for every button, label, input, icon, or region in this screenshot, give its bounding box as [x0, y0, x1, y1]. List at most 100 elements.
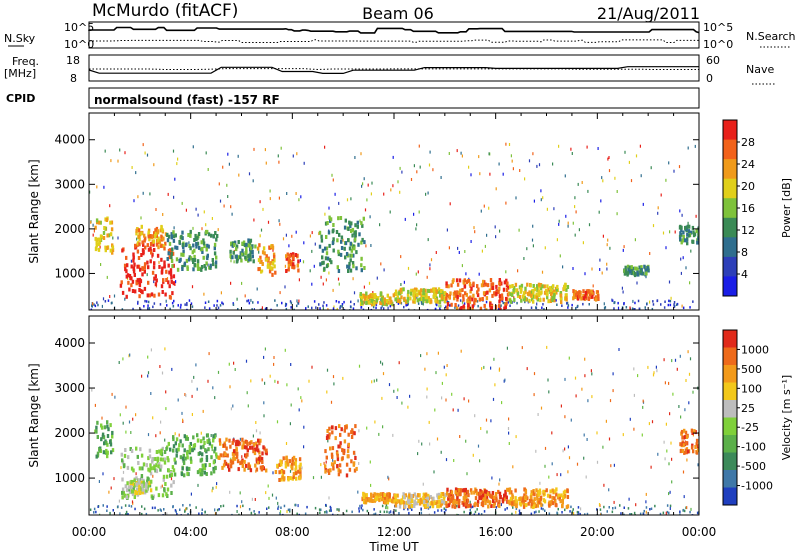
power-echo-cell [127, 280, 130, 285]
power-echo-cell [150, 292, 154, 297]
power-speckle [561, 304, 563, 307]
power-echo-cell [138, 232, 142, 237]
power-echo-cell [508, 298, 512, 303]
power-speckle [484, 244, 486, 248]
velocity-echo-cell [422, 496, 425, 500]
velocity-speckle [445, 398, 447, 402]
power-speckle [440, 304, 442, 308]
velocity-echo-cell [261, 460, 264, 464]
power-echo-cell [110, 220, 114, 225]
velocity-speckle [200, 431, 202, 435]
power-echo-cell [465, 292, 468, 297]
velocity-echo-cell [197, 438, 200, 443]
velocity-speckle [247, 404, 249, 408]
power-echo-cell [130, 283, 133, 288]
power-echo-cell [155, 226, 159, 231]
velocity-speckle [556, 511, 558, 515]
power-echo-cell [188, 255, 191, 260]
power-speckle [328, 271, 330, 275]
power-echo-cell [121, 248, 124, 253]
noise-panel-frame [88, 21, 700, 49]
velocity-echo-cell [330, 452, 334, 457]
power-speckle [352, 307, 355, 310]
power-echo-cell [132, 252, 135, 257]
velocity-speckle [381, 362, 384, 366]
velocity-echo-cell [331, 454, 334, 459]
velocity-speckle [426, 395, 428, 399]
power-echo-cell [296, 253, 299, 258]
power-echo-cell [163, 246, 166, 251]
power-speckle [324, 212, 326, 216]
power-echo-cell [344, 255, 347, 260]
velocity-speckle [99, 513, 101, 515]
power-speckle [404, 217, 406, 221]
velocity-echo-cell [379, 492, 383, 497]
velocity-echo-cell [441, 499, 444, 504]
velocity-speckle [252, 434, 254, 438]
velocity-echo-cell [431, 503, 435, 508]
velocity-speckle [608, 488, 610, 492]
power-speckle [290, 306, 292, 309]
power-echo-cell [409, 291, 413, 296]
velocity-echo-cell [138, 480, 141, 485]
power-echo-cell [104, 245, 107, 250]
velocity-echo-cell [123, 453, 127, 458]
power-speckle [295, 230, 297, 234]
velocity-speckle [469, 508, 471, 512]
velocity-echo-cell [345, 425, 348, 430]
power-echo-cell [359, 301, 363, 306]
power-echo-cell [345, 252, 349, 256]
power-echo-cell [597, 294, 600, 299]
velocity-echo-cell [258, 441, 261, 446]
velocity-echo-cell [551, 501, 555, 506]
velocity-echo-cell [285, 455, 288, 460]
power-echo-cell [148, 293, 151, 298]
power-echo-cell [249, 246, 253, 251]
power-echo-cell [292, 262, 295, 267]
velocity-speckle [537, 413, 539, 416]
velocity-speckle [650, 507, 653, 510]
power-speckle [207, 300, 210, 303]
power-echo-cell [286, 252, 289, 257]
velocity-echo-cell [128, 490, 132, 494]
power-echo-cell [352, 244, 355, 249]
power-speckle [383, 268, 385, 272]
power-echo-cell [354, 230, 357, 235]
velocity-echo-cell [479, 488, 482, 493]
power-echo-cell [196, 236, 199, 241]
velocity-echo-cell [695, 438, 699, 443]
power-echo-cell [235, 247, 238, 252]
velocity-echo-cell [204, 448, 207, 453]
velocity-echo-cell [388, 494, 391, 499]
power-echo-cell [141, 240, 144, 245]
power-echo-cell [468, 296, 471, 301]
power-echo-cell [259, 255, 262, 260]
velocity-speckle [682, 470, 685, 474]
power-speckle [350, 300, 352, 304]
velocity-echo-cell [127, 487, 131, 492]
velocity-speckle [166, 512, 168, 515]
power-speckle [480, 209, 482, 213]
velocity-echo-cell [695, 450, 699, 455]
velocity-speckle [392, 433, 394, 437]
velocity-speckle [329, 505, 332, 509]
velocity-echo-cell [444, 493, 447, 497]
power-echo-cell [360, 268, 363, 273]
power-speckle [540, 198, 542, 202]
velocity-echo-cell [241, 445, 244, 450]
velocity-echo-cell [162, 457, 165, 462]
power-echo-cell [559, 293, 563, 298]
velocity-echo-cell [237, 440, 240, 445]
velocity-echo-cell [681, 449, 684, 453]
velocity-echo-cell [391, 499, 394, 504]
velocity-echo-cell [244, 463, 248, 468]
power-echo-cell [415, 292, 418, 297]
power-speckle [282, 237, 285, 241]
velocity-echo-cell [352, 430, 355, 435]
power-echo-cell [348, 261, 351, 266]
power-speckle [495, 235, 497, 239]
velocity-speckle [557, 507, 559, 511]
power-echo-cell [138, 237, 141, 242]
velocity-echo-cell [538, 500, 541, 505]
velocity-echo-cell [410, 504, 413, 508]
